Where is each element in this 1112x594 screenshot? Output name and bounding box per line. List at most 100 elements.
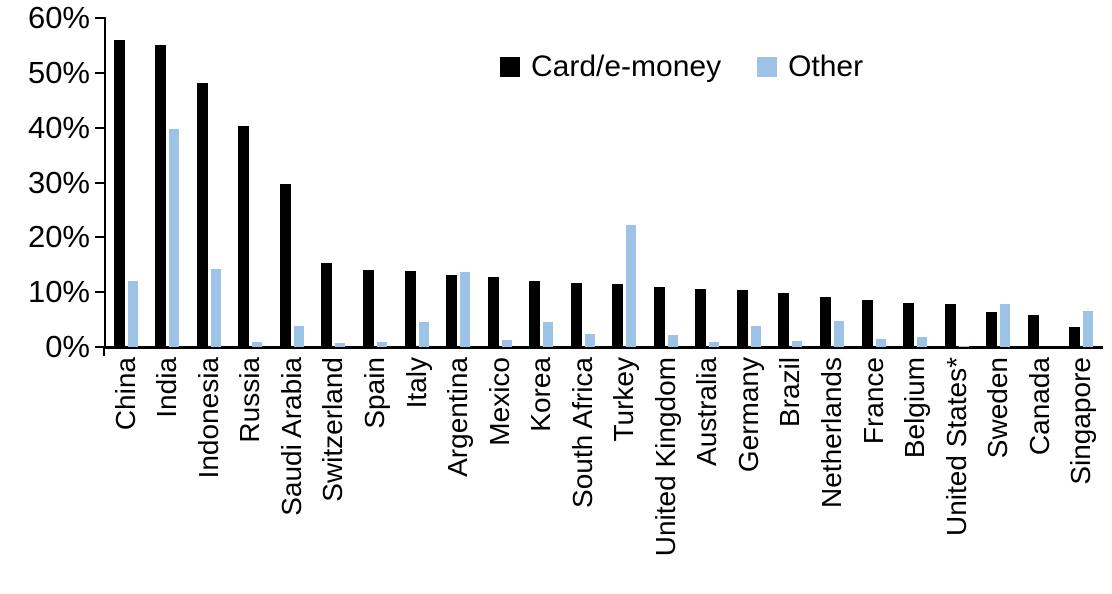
bar-card-e-money-brazil [778, 292, 790, 347]
y-axis-label-50: 50% [27, 54, 90, 90]
bar-group-germany [728, 18, 770, 347]
x-axis-label-france: France [857, 357, 889, 445]
bar-other-france [875, 339, 886, 347]
legend: Card/e-money Other [500, 50, 863, 84]
x-axis-label-sweden: Sweden [982, 357, 1014, 459]
bar-card-e-money-france [861, 300, 873, 347]
bar-card-e-money-russia [238, 125, 250, 347]
bar-card-e-money-indonesia [196, 82, 208, 347]
bar-group-singapore [1060, 18, 1102, 347]
legend-swatch-other-icon [757, 57, 778, 77]
bar-group-russia [230, 18, 272, 347]
bar-group-united-states [936, 18, 978, 347]
bar-other-turkey [626, 224, 637, 347]
bar-card-e-money-sweden [986, 311, 998, 347]
bar-card-e-money-switzerland [321, 262, 333, 347]
bar-group-china [105, 18, 147, 347]
bar-group-france [853, 18, 895, 347]
y-tick-40 [95, 126, 104, 129]
bar-card-e-money-australia [695, 288, 707, 347]
bar-card-e-money-india [155, 45, 167, 347]
x-axis-label-south-africa: South Africa [566, 357, 598, 508]
bar-card-e-money-argentina [446, 274, 458, 347]
bar-other-singapore [1083, 311, 1094, 347]
x-axis-label-argentina: Argentina [442, 357, 474, 477]
x-axis-label-brazil: Brazil [774, 357, 806, 428]
legend-label-other: Other [788, 50, 864, 83]
x-axis-label-australia: Australia [691, 357, 723, 466]
bar-other-india [169, 129, 180, 347]
bar-card-e-money-south-africa [570, 282, 582, 347]
bar-other-mexico [501, 340, 512, 347]
bar-card-e-money-germany [736, 290, 748, 347]
y-tick-0 [95, 346, 104, 348]
bar-card-e-money-china [113, 39, 125, 347]
bar-group-switzerland [313, 18, 355, 347]
x-axis-label-china: China [109, 357, 141, 431]
bar-card-e-money-singapore [1069, 326, 1081, 347]
y-axis-label-10: 10% [27, 274, 90, 310]
bar-group-india [147, 18, 189, 347]
bar-group-korea [520, 18, 562, 347]
y-axis-label-0: 0% [45, 329, 90, 364]
x-axis-label-russia: Russia [234, 357, 266, 443]
bar-other-argentina [460, 271, 471, 347]
x-axis-label-switzerland: Switzerland [317, 357, 349, 502]
bar-other-korea [543, 322, 554, 347]
x-axis-line [104, 346, 1103, 349]
x-axis-label-singapore: Singapore [1065, 357, 1097, 485]
legend-item-other: Other [757, 50, 863, 84]
legend-swatch-card-e-money-icon [500, 57, 520, 77]
x-axis-label-korea: Korea [525, 357, 557, 432]
y-axis-label-20: 20% [27, 219, 90, 255]
bar-other-sweden [1000, 303, 1011, 347]
bar-group-argentina [437, 18, 479, 347]
bar-other-china [127, 281, 138, 347]
bar-card-e-money-united-states [944, 304, 956, 347]
x-axis-label-turkey: Turkey [608, 357, 640, 442]
x-axis-label-italy: Italy [400, 357, 432, 409]
bar-group-netherlands [811, 18, 853, 347]
x-axis-label-germany: Germany [732, 357, 764, 473]
bar-card-e-money-mexico [487, 277, 499, 347]
bar-other-indonesia [210, 268, 221, 347]
bar-group-saudi-arabia [271, 18, 313, 347]
bar-group-canada [1019, 18, 1061, 347]
bar-other-united-states [958, 345, 969, 347]
bar-card-e-money-belgium [903, 303, 915, 347]
bar-card-e-money-canada [1027, 315, 1039, 347]
x-axis-label-belgium: Belgium [899, 357, 931, 459]
bar-group-sweden [977, 18, 1019, 347]
bar-card-e-money-italy [404, 270, 416, 347]
y-tick-10 [95, 291, 104, 294]
bar-card-e-money-turkey [612, 283, 624, 347]
x-axis-label-mexico: Mexico [483, 357, 515, 446]
bar-other-netherlands [833, 321, 844, 347]
bar-group-south-africa [562, 18, 604, 347]
bar-other-belgium [917, 336, 928, 347]
x-axis-label-india: India [151, 357, 183, 418]
bar-other-australia [709, 342, 720, 347]
bar-other-italy [418, 322, 429, 347]
x-axis-label-netherlands: Netherlands [815, 357, 847, 508]
legend-label-card-e-money: Card/e-money [531, 50, 722, 83]
bar-group-united-kingdom [645, 18, 687, 347]
bar-group-indonesia [188, 18, 230, 347]
bar-card-e-money-korea [529, 280, 541, 347]
bar-group-mexico [479, 18, 521, 347]
bar-group-spain [354, 18, 396, 347]
x-axis-label-saudi-arabia: Saudi Arabia [275, 357, 307, 516]
x-axis-left-tick [103, 348, 105, 356]
legend-item-card-e-money: Card/e-money [500, 50, 721, 84]
y-axis-label-60: 60% [27, 0, 90, 35]
bar-other-united-kingdom [667, 334, 678, 347]
bar-other-south-africa [584, 334, 595, 347]
plot-area [105, 18, 1102, 347]
y-axis-label-30: 30% [27, 164, 90, 200]
x-axis-label-indonesia: Indonesia [192, 357, 224, 479]
y-tick-30 [95, 181, 104, 184]
y-tick-20 [95, 236, 104, 239]
bar-card-e-money-spain [363, 270, 375, 347]
bar-card-e-money-saudi-arabia [279, 183, 291, 347]
